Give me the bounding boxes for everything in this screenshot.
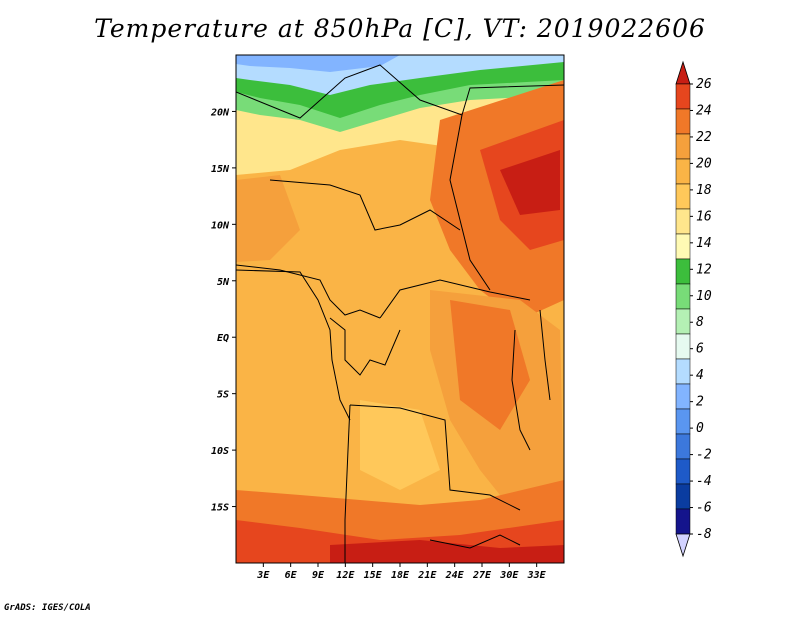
colorbar-swatch [675, 458, 691, 485]
colorbar-swatch [675, 333, 691, 360]
lon-tick-label: 9E [312, 570, 325, 581]
lat-tick-label: 15S [211, 503, 229, 514]
lon-tick-label: 3E [256, 570, 270, 581]
lat-tick-label: EQ [217, 333, 229, 344]
colorbar-label: 12 [696, 262, 712, 277]
colorbar-swatch [675, 283, 691, 310]
colorbar-swatch [675, 258, 691, 285]
lon-tick-label: 33E [527, 570, 547, 581]
lat-tick-label: 10N [211, 220, 230, 231]
colorbar-label: 24 [696, 103, 712, 118]
colorbar-swatch [675, 133, 691, 160]
colorbar-label: 22 [696, 130, 712, 145]
colorbar-label: 2 [696, 395, 704, 410]
colorbar-label: 10 [696, 289, 712, 304]
lon-tick-label: 24E [445, 570, 465, 581]
colorbar-swatch [675, 408, 691, 435]
colorbar-swatch [675, 158, 691, 185]
colorbar-label: 16 [696, 209, 712, 224]
colorbar-swatch [675, 183, 691, 210]
lat-tick-label: 20N [210, 107, 230, 118]
colorbar-swatch [675, 208, 691, 235]
colorbar-swatch [675, 383, 691, 410]
lat-tick-label: 15N [211, 164, 230, 175]
latitude-axis: 20N 15N 10N 5N EQ 5S 10S 15S [210, 107, 236, 514]
longitude-axis: 3E 6E 9E 12E 15E 18E 21E 24E 27E 30E 33E [256, 563, 547, 581]
colorbar-swatch [675, 433, 691, 460]
map-borders [236, 64, 564, 563]
lon-tick-label: 21E [417, 570, 437, 581]
colorbar-swatch [675, 108, 691, 135]
lon-tick-label: 27E [472, 570, 492, 581]
colorbar-label: -6 [696, 501, 712, 516]
colorbar-label: 4 [696, 368, 704, 383]
lon-tick-label: 18E [391, 570, 410, 581]
colorbar-swatch [675, 508, 691, 535]
colorbar-label: 8 [696, 315, 704, 330]
colorbar-swatch [675, 358, 691, 385]
colorbar-label: 0 [696, 421, 704, 436]
lat-tick-label: 5N [217, 277, 230, 288]
colorbar-swatch [675, 483, 691, 510]
lat-tick-label: 10S [211, 446, 229, 457]
colorbar-label: -4 [696, 474, 712, 489]
colorbar-label: 6 [696, 342, 704, 357]
colorbar-label: 20 [696, 156, 712, 171]
colorbar-label: 26 [696, 77, 712, 92]
lon-tick-label: 12E [336, 570, 355, 581]
grads-credit: GrADS: IGES/COLA [4, 603, 91, 613]
colorbar-arrow-top [675, 60, 691, 85]
lon-tick-label: 30E [499, 570, 519, 581]
colorbar-label: -8 [696, 527, 712, 542]
colorbar-label: -2 [696, 448, 712, 463]
colorbar-label: 14 [696, 236, 712, 251]
chart-title: Temperature at 850hPa [C], VT: 201902260… [94, 14, 706, 43]
colorbar-swatch [675, 308, 691, 335]
lon-tick-label: 6E [285, 570, 298, 581]
colorbar-swatch [675, 83, 691, 110]
colorbar-arrow-bottom [675, 533, 691, 558]
lat-tick-label: 5S [217, 390, 229, 401]
colorbar-swatch [675, 233, 691, 260]
temperature-field [236, 55, 564, 563]
lon-tick-label: 15E [364, 570, 383, 581]
colorbar-label: 18 [696, 183, 712, 198]
